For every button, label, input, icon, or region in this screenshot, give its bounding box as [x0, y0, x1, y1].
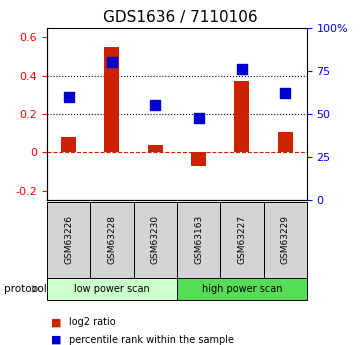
Text: percentile rank within the sample: percentile rank within the sample — [69, 335, 234, 345]
Point — [196, 115, 201, 121]
Text: GSM63163: GSM63163 — [194, 215, 203, 264]
Text: log2 ratio: log2 ratio — [69, 317, 115, 327]
Bar — [278, 132, 293, 152]
Text: low power scan: low power scan — [74, 284, 150, 294]
Text: GSM63227: GSM63227 — [238, 215, 246, 264]
Bar — [61, 137, 76, 152]
Point — [152, 102, 158, 108]
Text: ■: ■ — [51, 335, 61, 345]
Bar — [191, 152, 206, 166]
Bar — [104, 47, 119, 152]
Text: ■: ■ — [51, 317, 61, 327]
Point — [66, 94, 71, 99]
Text: GDS1636 / 7110106: GDS1636 / 7110106 — [103, 10, 258, 25]
Text: GSM63228: GSM63228 — [108, 215, 116, 264]
Point — [239, 66, 245, 72]
Bar — [148, 146, 163, 152]
Text: protocol: protocol — [4, 284, 46, 294]
Point — [109, 59, 115, 65]
Text: GSM63230: GSM63230 — [151, 215, 160, 264]
Text: high power scan: high power scan — [202, 284, 282, 294]
Text: GSM63226: GSM63226 — [64, 215, 73, 264]
Bar — [234, 81, 249, 152]
Text: GSM63229: GSM63229 — [281, 215, 290, 264]
Point — [282, 90, 288, 96]
